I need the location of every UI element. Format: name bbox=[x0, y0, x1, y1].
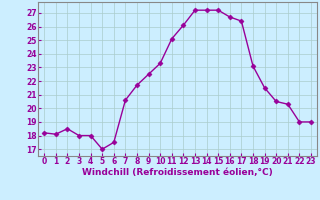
X-axis label: Windchill (Refroidissement éolien,°C): Windchill (Refroidissement éolien,°C) bbox=[82, 168, 273, 177]
